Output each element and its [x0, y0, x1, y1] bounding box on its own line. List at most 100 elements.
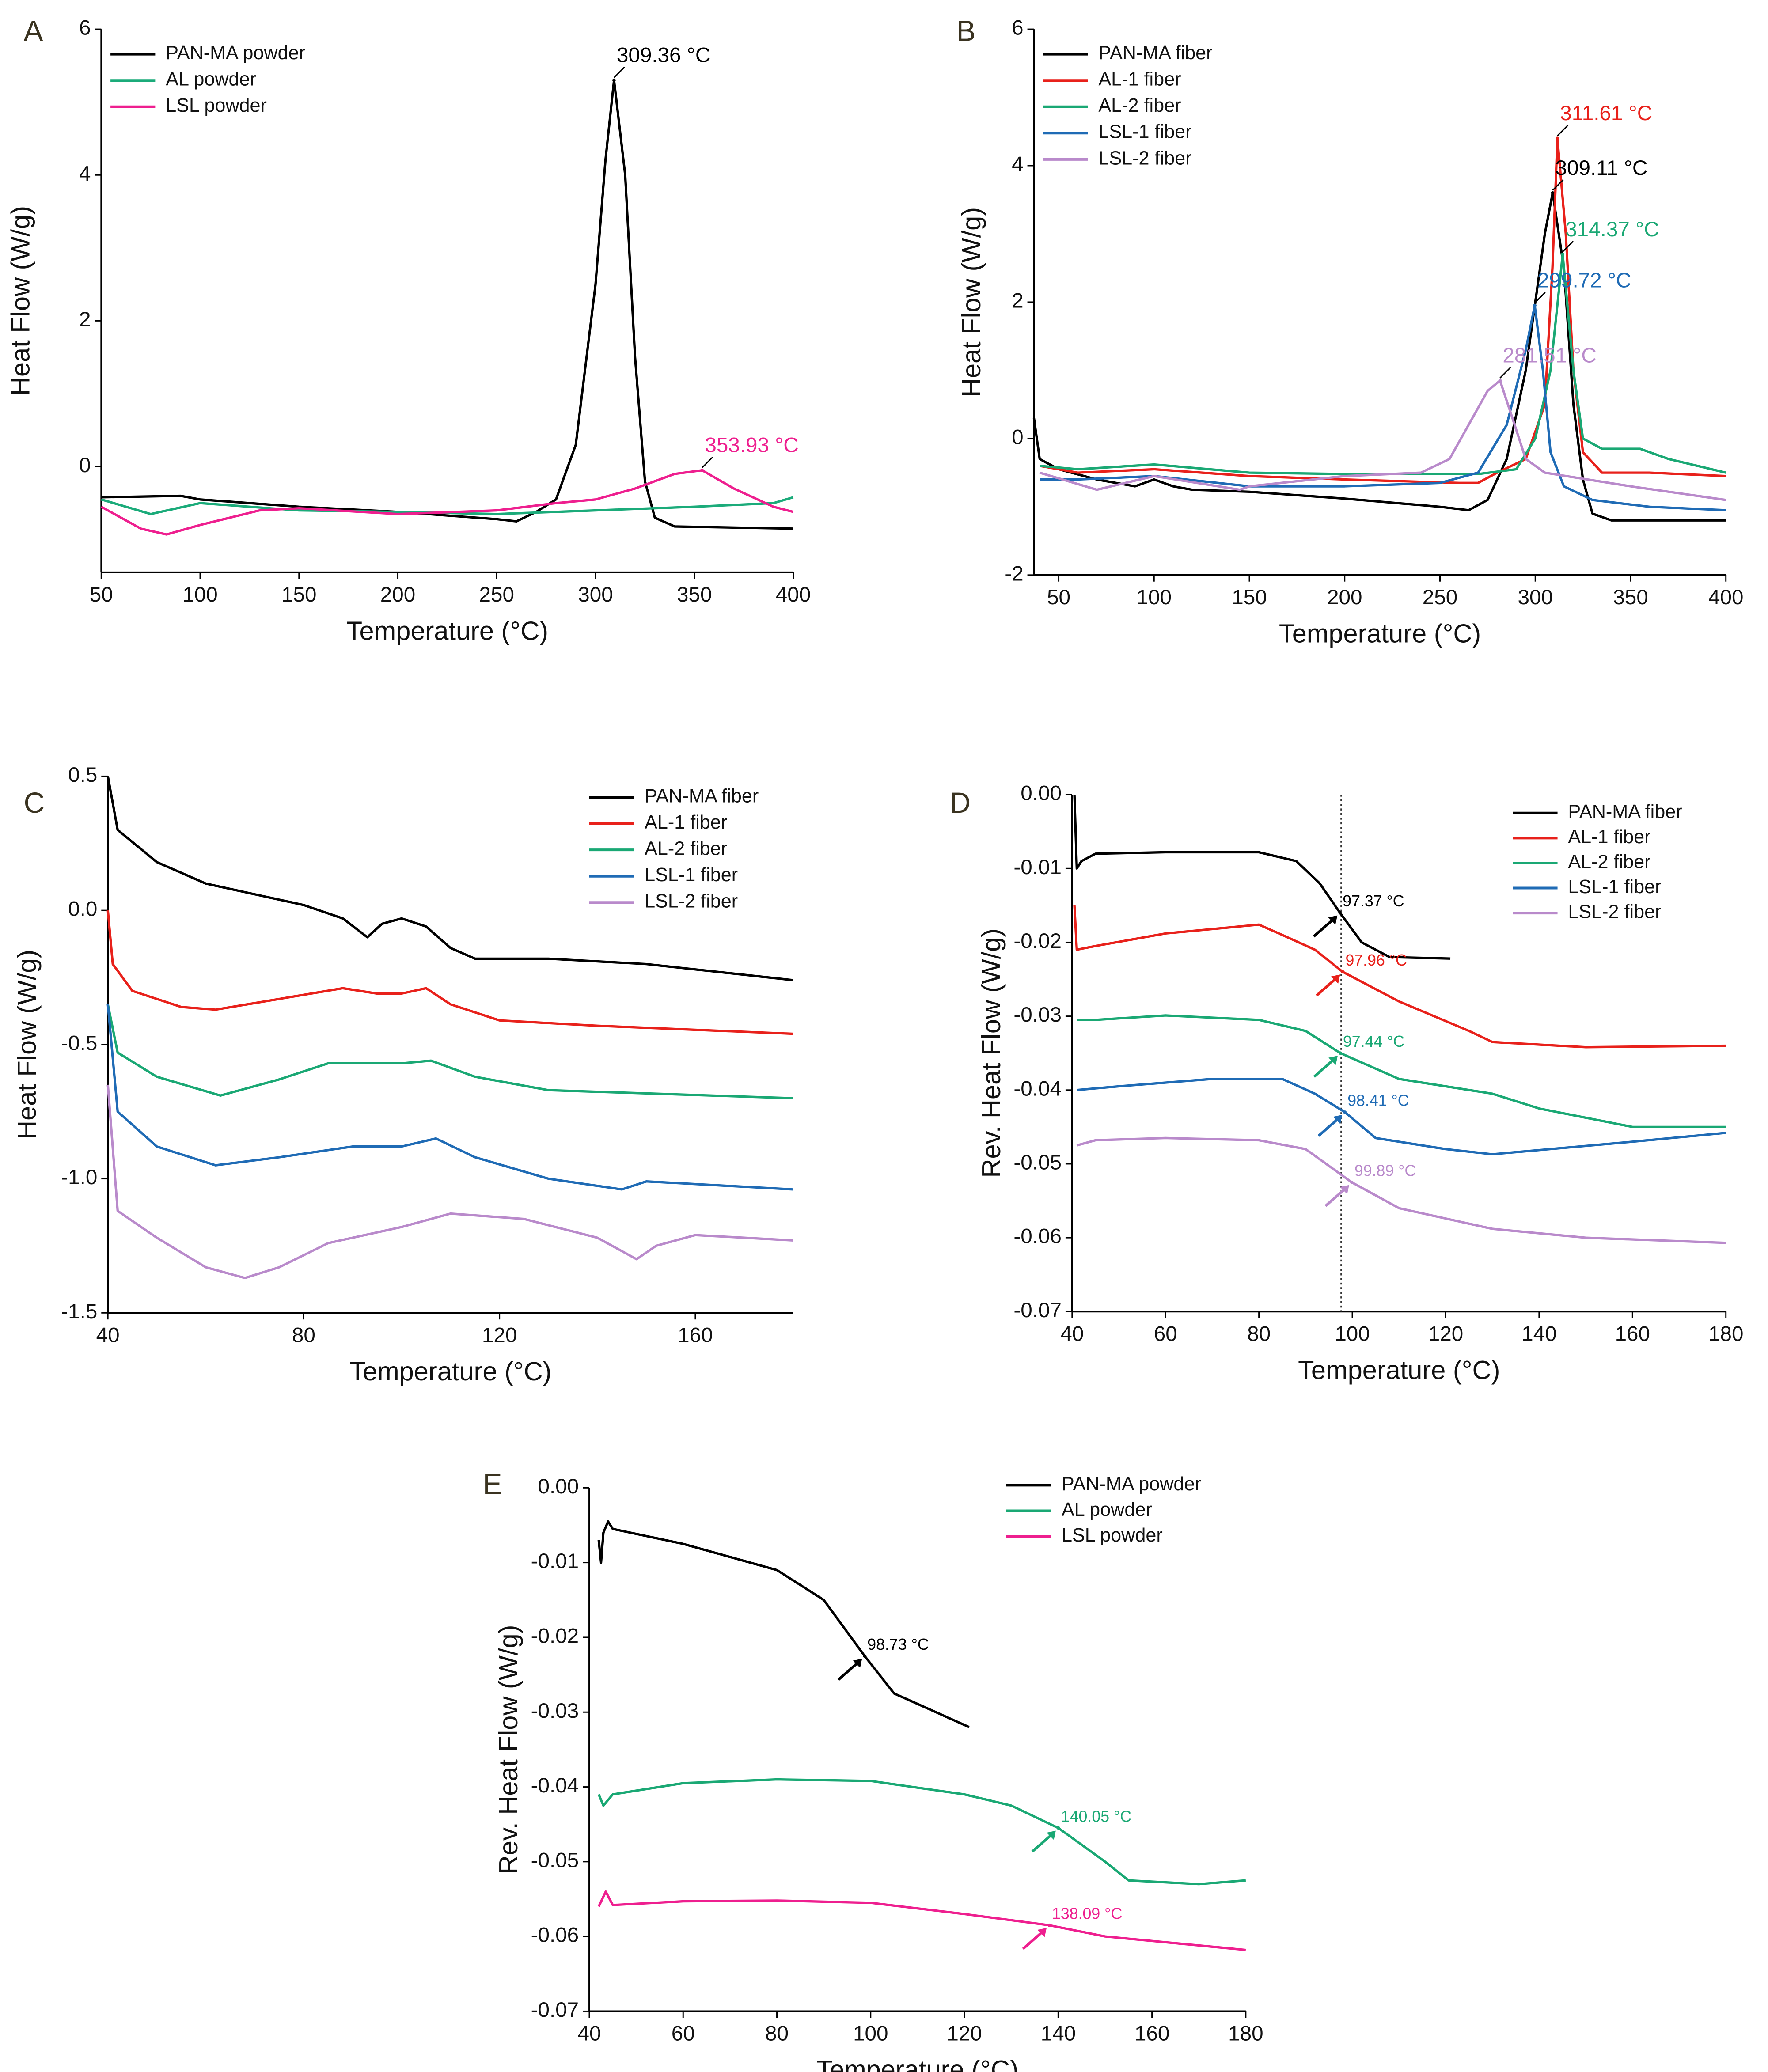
y-tick-label: -0.06 [1013, 1225, 1062, 1248]
legend-label: PAN-MA powder [166, 42, 305, 64]
annotation-arrowhead [1333, 1114, 1343, 1124]
series-line [1073, 905, 1726, 1049]
x-axis-title: Temperature (°C) [349, 1356, 551, 1386]
annotation-arrow [1313, 1057, 1336, 1078]
x-tick-label: 250 [479, 583, 514, 606]
annotation-point [1561, 252, 1565, 256]
legend-label: AL-1 fiber [1098, 69, 1181, 90]
y-tick-label: -0.05 [1013, 1151, 1062, 1174]
series-line [1032, 192, 1726, 522]
chart-panel: E 40 60 80 100 120 140 160 180 -0.07 -0.06 -0.05 -0.… [483, 1468, 1263, 2072]
annotation-leader [1534, 292, 1546, 303]
x-tick-label: 40 [1060, 1322, 1084, 1346]
y-tick-label: 2 [79, 308, 91, 331]
x-tick-label: 100 [1335, 1322, 1370, 1346]
series-line [1039, 379, 1726, 501]
panel-label: B [956, 15, 976, 47]
annotation-arrow [1022, 1929, 1045, 1950]
x-tick-label: 50 [90, 583, 113, 606]
annotation-label: 98.73 °C [867, 1636, 929, 1653]
annotation-label: 309.36 °C [617, 44, 710, 67]
annotation: 99.89 °C [1324, 1162, 1416, 1207]
annotation-arrow [1031, 1832, 1054, 1853]
y-tick-label: -1.5 [61, 1300, 97, 1323]
x-tick-label: 140 [1041, 2022, 1076, 2045]
x-tick-label: 50 [1047, 586, 1070, 609]
legend-label: AL-1 fiber [645, 812, 727, 833]
annotation-arrowhead [1331, 974, 1340, 984]
annotation-label: 281.51 °C [1502, 344, 1596, 367]
x-tick-label: 300 [578, 583, 613, 606]
x-tick-label: 100 [182, 583, 217, 606]
annotation: 97.96 °C [1315, 951, 1407, 997]
annotation: 311.61 °C [1556, 102, 1652, 140]
y-axis-title: Heat Flow (W/g) [956, 207, 986, 397]
annotation: 97.37 °C [1313, 892, 1404, 938]
annotation-leader [613, 66, 625, 78]
annotation-point [1047, 1923, 1051, 1927]
panel-label: E [483, 1468, 502, 1500]
y-tick-label: 0 [79, 454, 91, 477]
annotation: 98.41 °C [1317, 1092, 1409, 1137]
series-line [1076, 1136, 1726, 1244]
y-tick-label: 4 [1012, 153, 1024, 176]
x-tick-label: 160 [1134, 2022, 1169, 2045]
annotation-label: 138.09 °C [1052, 1905, 1122, 1922]
y-axis-title: Heat Flow (W/g) [12, 950, 42, 1140]
x-axis-title: Temperature (°C) [346, 616, 548, 646]
legend-label: AL-2 fiber [1098, 95, 1181, 116]
x-tick-label: 350 [677, 583, 712, 606]
annotation-point [1556, 136, 1559, 140]
annotation-label: 299.72 °C [1537, 269, 1631, 292]
annotation-point [1533, 303, 1537, 307]
annotation-point [1343, 1110, 1347, 1114]
annotation: 314.37 °C [1561, 218, 1659, 256]
x-tick-label: 150 [281, 583, 316, 606]
annotation-point [1551, 191, 1555, 195]
annotation: 299.72 °C [1533, 269, 1631, 307]
legend-label: PAN-MA fiber [1568, 801, 1682, 822]
x-tick-label: 40 [96, 1323, 120, 1347]
annotation-point [1498, 379, 1502, 383]
x-tick-label: 160 [1615, 1322, 1650, 1346]
annotation-arrow [1324, 1186, 1347, 1207]
x-tick-label: 60 [1154, 1322, 1177, 1346]
y-tick-label: 4 [79, 162, 91, 186]
legend-label: LSL powder [1062, 1525, 1163, 1546]
panel-label: A [24, 15, 43, 47]
series-line [100, 469, 794, 536]
legend-label: LSL-2 fiber [645, 891, 738, 912]
y-tick-label: -0.01 [531, 1549, 579, 1573]
y-tick-label: 0.00 [538, 1475, 579, 1498]
y-axis-title: Heat Flow (W/g) [5, 206, 35, 396]
legend-label: AL-1 fiber [1568, 826, 1650, 848]
y-tick-label: 6 [1012, 16, 1024, 40]
x-tick-label: 100 [1137, 586, 1172, 609]
y-tick-label: -2 [1005, 562, 1023, 585]
series-line [1039, 137, 1726, 484]
annotation: 140.05 °C [1031, 1807, 1131, 1853]
x-tick-label: 40 [578, 2022, 601, 2045]
x-tick-label: 120 [482, 1323, 517, 1347]
annotation: 353.93 °C [700, 434, 799, 472]
series-line [597, 1520, 970, 1728]
x-axis-title: Temperature (°C) [1298, 1355, 1500, 1385]
annotation-leader [1557, 125, 1569, 136]
panel-label: C [24, 787, 45, 819]
y-tick-label: -0.02 [1013, 929, 1062, 953]
annotation-label: 97.96 °C [1345, 951, 1407, 969]
y-tick-label: 0 [1012, 425, 1024, 449]
annotation-arrowhead [1328, 1056, 1338, 1065]
annotation-point [1056, 1826, 1060, 1830]
y-tick-label: -0.05 [531, 1849, 579, 1872]
annotation-point [1338, 911, 1342, 915]
y-tick-label: -0.03 [1013, 1003, 1062, 1027]
x-tick-label: 180 [1228, 2022, 1263, 2045]
legend-label: AL powder [1062, 1499, 1152, 1520]
y-axis-title: Rev. Heat Flow (W/g) [493, 1625, 523, 1875]
annotation-leader [1499, 367, 1511, 379]
x-tick-label: 100 [853, 2022, 888, 2045]
legend-label: LSL-1 fiber [1568, 876, 1661, 898]
